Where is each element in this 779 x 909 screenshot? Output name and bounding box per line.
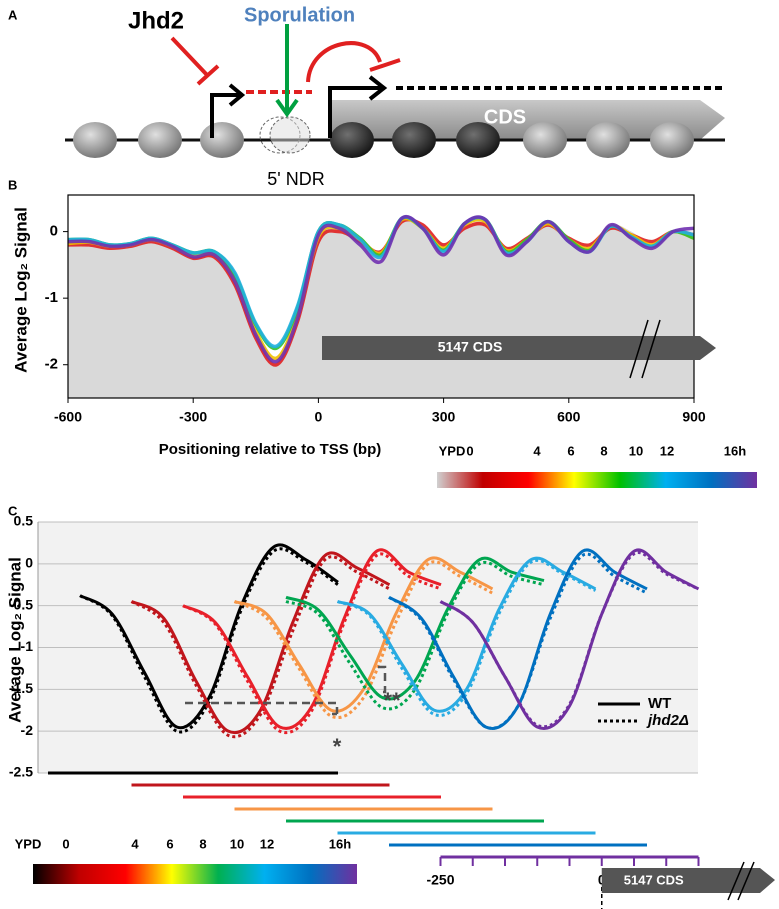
signal-label: Sporulation bbox=[244, 4, 355, 26]
annotation: * bbox=[333, 734, 342, 759]
nucleosome bbox=[650, 122, 694, 158]
nucleosome bbox=[138, 122, 182, 158]
region-label: 5' NDR bbox=[267, 169, 324, 189]
x-tick-label: -600 bbox=[54, 409, 82, 425]
cds-label: 5147 CDS bbox=[438, 339, 503, 355]
x-tick-label: -300 bbox=[179, 409, 207, 425]
nucleosome bbox=[73, 122, 117, 158]
nucleosome bbox=[269, 116, 311, 154]
y-tick-label: 0 bbox=[25, 555, 33, 571]
y-tick-label: 0 bbox=[50, 223, 58, 240]
nucleosome bbox=[330, 122, 374, 158]
series-line bbox=[285, 556, 545, 701]
colorbar-label: 12 bbox=[660, 443, 674, 458]
axis-break bbox=[727, 861, 755, 901]
colorbar-label: 0 bbox=[62, 836, 69, 851]
colorbar bbox=[437, 472, 757, 488]
series-line bbox=[388, 552, 648, 730]
y-axis-label: Average Log₂ Signal bbox=[11, 207, 30, 373]
x-tick-label: 0 bbox=[315, 409, 323, 425]
tss-arrow bbox=[328, 75, 388, 138]
series-line bbox=[130, 551, 391, 735]
nucleosome bbox=[200, 122, 244, 158]
series-line bbox=[182, 552, 442, 735]
legend-label: jhd2Δ bbox=[646, 712, 689, 729]
y-tick-label: -2.5 bbox=[9, 764, 33, 780]
colorbar-label: 8 bbox=[199, 836, 206, 851]
y-tick-label: -1 bbox=[21, 638, 34, 654]
series-line bbox=[336, 558, 597, 717]
colorbar-label: 0 bbox=[466, 443, 473, 458]
series-line bbox=[79, 547, 339, 734]
series-line bbox=[285, 560, 545, 711]
y-tick-label: -0.5 bbox=[9, 596, 33, 612]
inhibitor-label: Jhd2 bbox=[128, 7, 184, 34]
nucleosome bbox=[456, 122, 500, 158]
comparison-bracket bbox=[185, 665, 387, 716]
colorbar-label: 16h bbox=[724, 443, 746, 458]
cds-label: CDS bbox=[484, 106, 526, 128]
inhibition bbox=[170, 36, 220, 86]
colorbar bbox=[33, 864, 357, 884]
nucleosome bbox=[523, 122, 567, 158]
y-axis-label: Average Log₂ Signal bbox=[5, 557, 24, 723]
colorbar-label: 4 bbox=[533, 443, 541, 458]
colorbar-label: YPD bbox=[15, 836, 42, 851]
nucleosome bbox=[586, 122, 630, 158]
cds-arrow bbox=[601, 868, 775, 893]
y-tick-label: -1 bbox=[45, 289, 58, 306]
cds-label: 5147 CDS bbox=[624, 872, 684, 887]
plot-frame bbox=[67, 194, 695, 399]
panel-label: C bbox=[8, 503, 18, 518]
series-line bbox=[67, 214, 695, 364]
y-tick-label: -1.5 bbox=[9, 680, 33, 696]
y-tick-label: -2 bbox=[21, 722, 34, 738]
series-line bbox=[233, 560, 494, 719]
x-tick-label: 900 bbox=[682, 409, 706, 425]
tss-arrow bbox=[210, 83, 246, 138]
series-line bbox=[388, 548, 648, 730]
panel-label: B bbox=[8, 177, 17, 192]
colorbar-label: 4 bbox=[131, 836, 139, 851]
legend-label: WT bbox=[648, 695, 671, 712]
y-tick-label: -2 bbox=[45, 356, 58, 373]
y-tick-label: 0.5 bbox=[14, 513, 34, 529]
series-line bbox=[439, 551, 700, 729]
area bbox=[68, 219, 694, 398]
inhibition bbox=[306, 41, 401, 83]
colorbar-label: 16h bbox=[329, 836, 351, 851]
nucleosomes bbox=[73, 116, 694, 158]
series-line bbox=[130, 555, 391, 739]
colorbar-label: 6 bbox=[567, 443, 574, 458]
colorbar-label: 8 bbox=[600, 443, 607, 458]
panel-label: A bbox=[8, 7, 18, 22]
cds-arrow bbox=[322, 336, 716, 360]
x-axis-label: Positioning relative to TSS (bp) bbox=[159, 441, 382, 458]
x-tick-label: -250 bbox=[426, 872, 454, 888]
panel-a: A CDS Jhd2 Sporulation 5' NDR bbox=[8, 4, 725, 189]
colorbar-label: 10 bbox=[629, 443, 643, 458]
nucleosome bbox=[392, 122, 436, 158]
colorbar-label: 12 bbox=[260, 836, 274, 851]
x-tick-label: 300 bbox=[432, 409, 456, 425]
x-tick-label: 600 bbox=[557, 409, 581, 425]
series-line bbox=[79, 543, 339, 730]
annotation: ** bbox=[383, 688, 401, 713]
series-line bbox=[336, 556, 597, 713]
colorbar-label: YPD bbox=[439, 443, 466, 458]
colorbar-label: 6 bbox=[166, 836, 173, 851]
axis-break bbox=[629, 319, 661, 379]
colorbar-label: 10 bbox=[230, 836, 244, 851]
activation bbox=[275, 24, 299, 118]
